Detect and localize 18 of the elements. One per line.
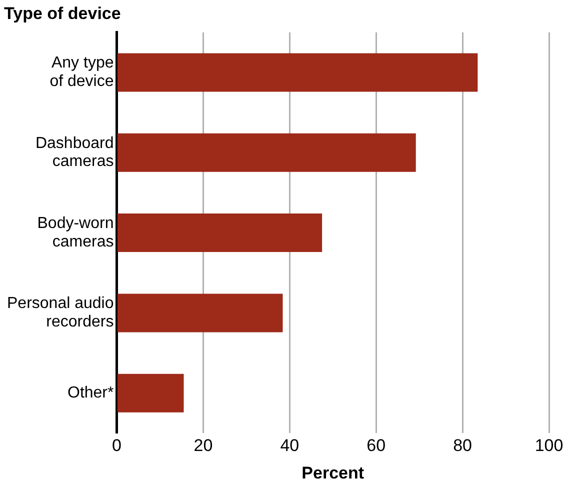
x-tick-label: 100 [534,436,564,456]
x-tick-label: 80 [453,436,472,456]
bar [117,294,283,332]
bar [117,214,322,252]
bar [117,374,184,412]
x-tick-label: 60 [366,436,386,456]
y-tick-label: Other* [67,384,114,402]
x-tick-label: 0 [112,436,122,456]
x-tick-label: 40 [280,436,300,456]
x-axis-title: Percent [302,463,364,482]
y-axis-title: Type of device [4,4,121,23]
y-tick-label: Any type of device [50,54,114,90]
y-tick-label: Dashboard cameras [35,134,114,170]
bar [117,53,478,92]
x-tick-label: 20 [194,436,213,456]
y-tick-label: Body-worn cameras [37,215,114,250]
bar [117,133,416,172]
y-tick-label: Personal audio recorders [6,295,114,331]
